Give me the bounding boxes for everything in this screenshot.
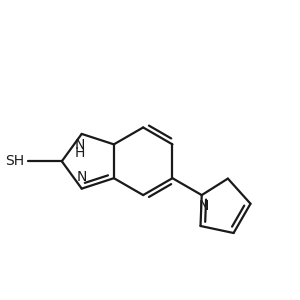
Text: N: N bbox=[76, 170, 87, 184]
Text: SH: SH bbox=[5, 154, 24, 168]
Text: H: H bbox=[75, 146, 85, 160]
Text: N: N bbox=[75, 138, 85, 152]
Text: N: N bbox=[198, 199, 209, 213]
